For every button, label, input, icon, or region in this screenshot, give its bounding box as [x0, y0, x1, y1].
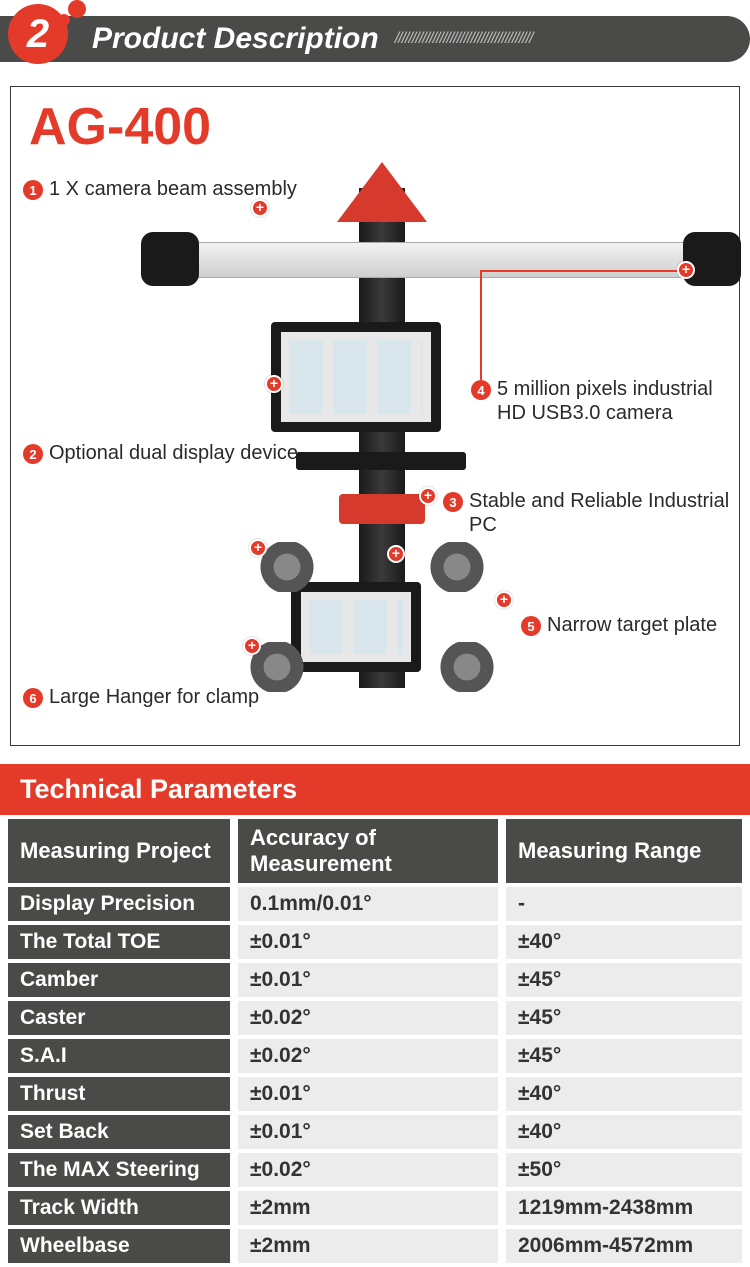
cell-project: Caster: [8, 1001, 230, 1035]
callout-badge: 1: [23, 180, 43, 200]
cell-project: The MAX Steering: [8, 1153, 230, 1187]
table-row: Track Width±2mm1219mm-2438mm: [8, 1191, 742, 1225]
cell-project: Wheelbase: [8, 1229, 230, 1263]
table-row: Set Back±0.01°±40°: [8, 1115, 742, 1149]
callout-4: 4 5 million pixels industrial HD USB3.0 …: [471, 377, 739, 425]
table-row: The MAX Steering±0.02°±50°: [8, 1153, 742, 1187]
cell-accuracy: ±0.01°: [238, 963, 498, 997]
table-row: Camber±0.01°±45°: [8, 963, 742, 997]
cell-range: ±40°: [506, 1115, 742, 1149]
cell-accuracy: ±0.02°: [238, 1039, 498, 1073]
beam-camera-right-icon: [683, 232, 741, 286]
cell-accuracy: ±0.01°: [238, 1115, 498, 1149]
table-title: Technical Parameters: [0, 764, 750, 815]
table-row: The Total TOE±0.01°±40°: [8, 925, 742, 959]
clamp-icon: [431, 642, 503, 692]
banner-decor: ////////////////////////////////////////: [395, 30, 533, 48]
cell-range: 2006mm-4572mm: [506, 1229, 742, 1263]
cell-project: Set Back: [8, 1115, 230, 1149]
cell-project: Track Width: [8, 1191, 230, 1225]
section-banner: Product Description ////////////////////…: [0, 0, 750, 58]
product-diagram: AG-400 1 1 X camera beam assembly 2 Opti…: [10, 86, 740, 746]
callout-label: Large Hanger for clamp: [49, 685, 259, 709]
callout-label: Narrow target plate: [547, 613, 717, 637]
table-row: Thrust±0.01°±40°: [8, 1077, 742, 1111]
callout-badge: 3: [443, 492, 463, 512]
cell-range: ±45°: [506, 1001, 742, 1035]
cell-accuracy: ±0.02°: [238, 1001, 498, 1035]
callout-3: 3 Stable and Reliable Industrial PC: [443, 489, 739, 537]
tower-cap-icon: [337, 162, 427, 222]
callout-badge: 2: [23, 444, 43, 464]
cell-project: The Total TOE: [8, 925, 230, 959]
cell-range: 1219mm-2438mm: [506, 1191, 742, 1225]
marker-icon: [419, 487, 437, 505]
monitor-upper-icon: [271, 322, 441, 432]
leader-line: [481, 270, 677, 272]
callout-badge: 6: [23, 688, 43, 708]
callout-2: 2 Optional dual display device: [23, 441, 298, 465]
table-row: Caster±0.02°±45°: [8, 1001, 742, 1035]
cell-accuracy: ±2mm: [238, 1191, 498, 1225]
camera-beam: [151, 242, 731, 278]
marker-icon: [677, 261, 695, 279]
cell-project: Display Precision: [8, 887, 230, 921]
banner-number: 2: [8, 4, 68, 64]
cell-accuracy: ±0.02°: [238, 1153, 498, 1187]
callout-6: 6 Large Hanger for clamp: [23, 685, 259, 709]
cell-range: ±45°: [506, 1039, 742, 1073]
clamp-icon: [421, 542, 493, 592]
pc-unit-icon: [339, 494, 425, 524]
cell-project: S.A.I: [8, 1039, 230, 1073]
table-row: Display Precision0.1mm/0.01°-: [8, 887, 742, 921]
callout-1: 1 1 X camera beam assembly: [23, 177, 297, 201]
cell-range: ±40°: [506, 1077, 742, 1111]
cell-project: Thrust: [8, 1077, 230, 1111]
col-header: Accuracy of Measurement: [238, 819, 498, 883]
banner-title: Product Description: [92, 22, 379, 56]
beam-camera-left-icon: [141, 232, 199, 286]
marker-icon: [251, 199, 269, 217]
cell-accuracy: 0.1mm/0.01°: [238, 887, 498, 921]
callout-badge: 4: [471, 380, 491, 400]
leader-line: [480, 270, 482, 380]
marker-icon: [243, 637, 261, 655]
table-row: Wheelbase±2mm2006mm-4572mm: [8, 1229, 742, 1263]
banner-bar: Product Description ////////////////////…: [0, 16, 750, 62]
marker-icon: [249, 539, 267, 557]
table-row: S.A.I±0.02°±45°: [8, 1039, 742, 1073]
keyboard-icon: [296, 452, 466, 470]
callout-5: 5 Narrow target plate: [521, 613, 717, 637]
marker-icon: [495, 591, 513, 609]
col-header: Measuring Project: [8, 819, 230, 883]
callout-label: Stable and Reliable Industrial PC: [469, 489, 739, 537]
cell-range: ±45°: [506, 963, 742, 997]
technical-parameters-table: Measuring Project Accuracy of Measuremen…: [0, 815, 750, 1267]
callout-label: 5 million pixels industrial HD USB3.0 ca…: [497, 377, 739, 425]
callout-badge: 5: [521, 616, 541, 636]
cell-accuracy: ±2mm: [238, 1229, 498, 1263]
marker-icon: [387, 545, 405, 563]
cell-accuracy: ±0.01°: [238, 1077, 498, 1111]
cell-range: ±40°: [506, 925, 742, 959]
callout-label: 1 X camera beam assembly: [49, 177, 297, 201]
cell-project: Camber: [8, 963, 230, 997]
col-header: Measuring Range: [506, 819, 742, 883]
callout-label: Optional dual display device: [49, 441, 298, 465]
cell-range: -: [506, 887, 742, 921]
cell-accuracy: ±0.01°: [238, 925, 498, 959]
marker-icon: [265, 375, 283, 393]
cell-range: ±50°: [506, 1153, 742, 1187]
